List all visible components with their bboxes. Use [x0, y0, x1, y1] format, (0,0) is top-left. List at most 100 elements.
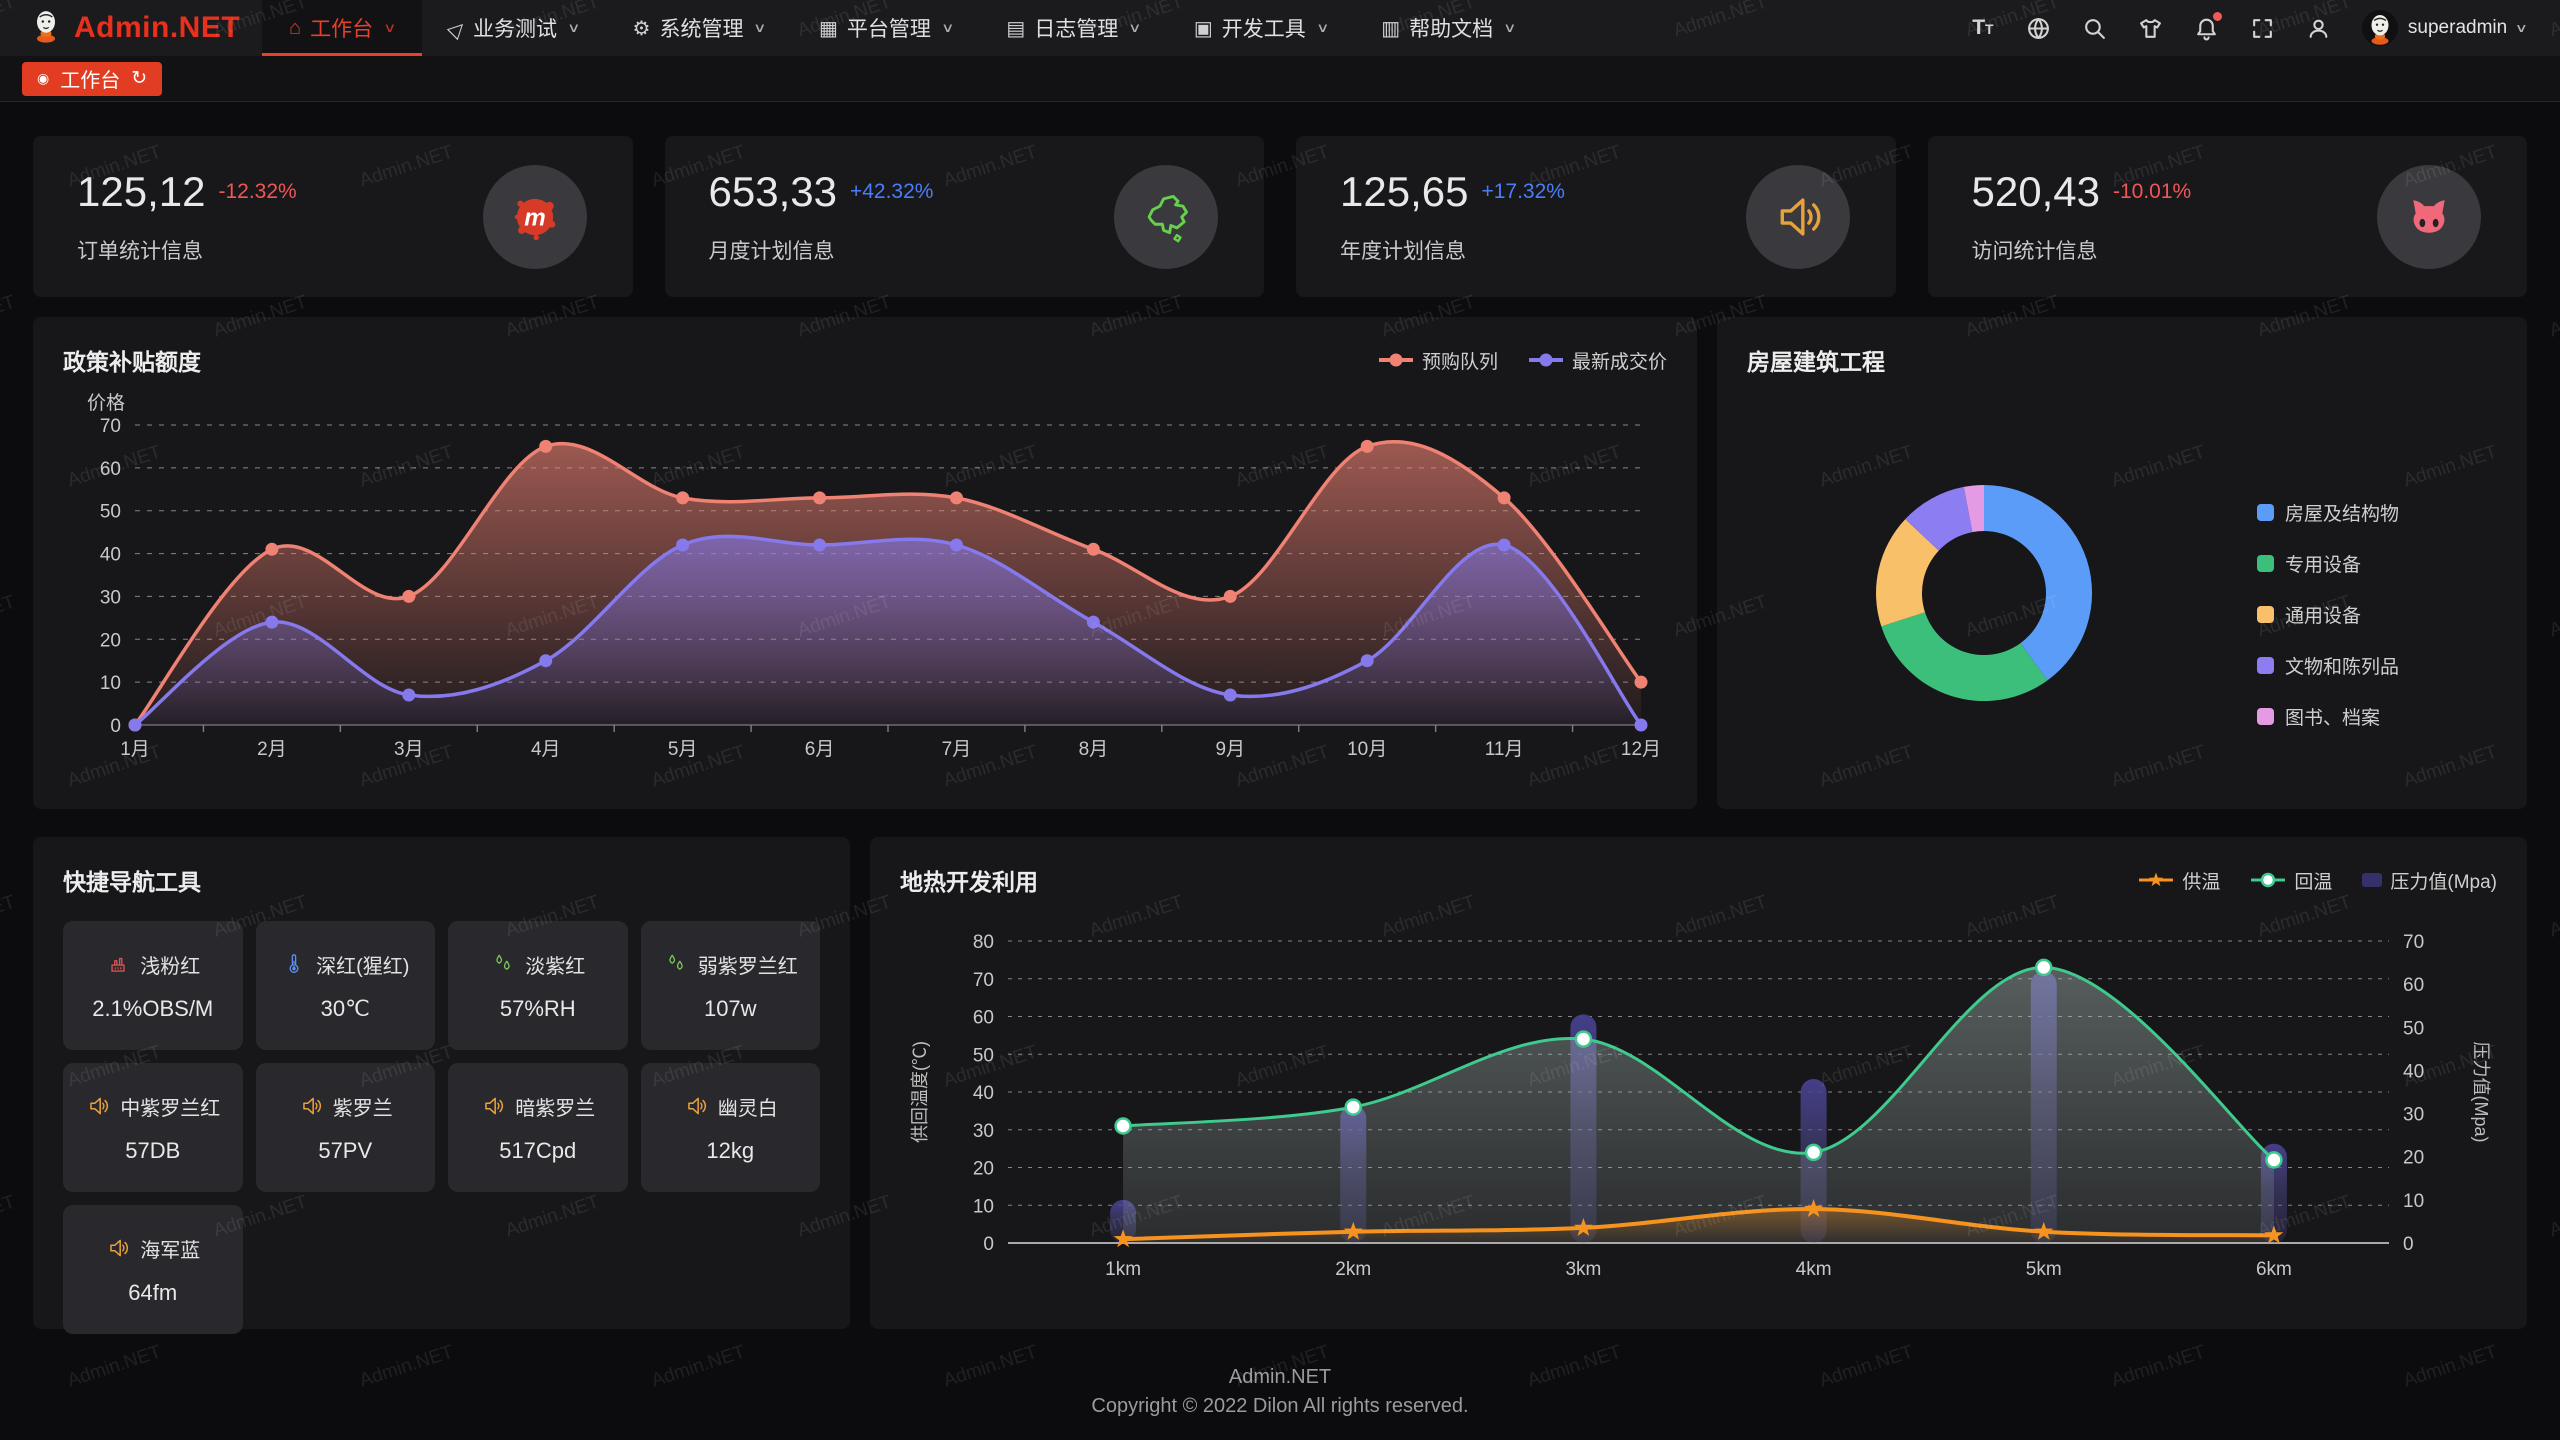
droplets-icon [663, 951, 689, 977]
quick-nav-label: 紫罗兰 [332, 1097, 393, 1120]
quick-nav-海军蓝[interactable]: 海军蓝 64fm [63, 1205, 243, 1334]
bottom-row: 快捷导航工具 浅粉红 2.1%OBS/M 深红(猩红) 30℃ 淡紫红 57%R… [33, 837, 2527, 1334]
search-icon[interactable] [2082, 15, 2108, 41]
legend-label: 通用设备 [2284, 606, 2361, 627]
quick-nav-紫罗兰[interactable]: 紫罗兰 57PV [255, 1063, 435, 1192]
svg-text:7月: 7月 [942, 739, 972, 760]
radio-dot-icon: ◉ [37, 70, 50, 86]
quick-nav-深红(猩红)[interactable]: 深红(猩红) 30℃ [255, 921, 435, 1050]
speaker-icon [1745, 164, 1850, 269]
svg-text:30: 30 [100, 587, 121, 608]
geothermal-chart[interactable]: 0 10 20 30 40 50 60 70 80 0 10 20 30 40 50 60 70 供回温度(℃) 压… [900, 901, 2497, 1297]
font-size-icon[interactable]: TT [1972, 16, 1994, 39]
tab-workbench[interactable]: ◉ 工作台 ↻ [22, 61, 163, 96]
quick-nav-浅粉红[interactable]: 浅粉红 2.1%OBS/M [63, 921, 243, 1050]
svg-text:70: 70 [2403, 932, 2424, 953]
pie-slice-专用设备[interactable] [1881, 612, 2048, 702]
svg-text:5km: 5km [2026, 1259, 2062, 1280]
nav-label: 业务测试 [473, 18, 557, 41]
svg-text:40: 40 [973, 1083, 994, 1104]
stat-value: 125,12 [77, 168, 206, 215]
quick-nav-label: 中紫罗兰红 [120, 1097, 221, 1120]
nav-item-开发工具[interactable]: ▣ 开发工具 ∨ [1167, 0, 1354, 56]
pie-slice-文物和陈列品[interactable] [1905, 486, 1973, 551]
fullscreen-icon[interactable] [2250, 15, 2276, 41]
stat-card: 125,65 +17.32% 年度计划信息 [1296, 136, 1896, 297]
legend-marker [2362, 873, 2383, 887]
quick-nav-label: 浅粉红 [140, 955, 201, 978]
furnace-icon [105, 951, 131, 977]
nav-item-工作台[interactable]: ⌂ 工作台 ∨ [262, 0, 422, 56]
legend-item-最新成交价[interactable]: 最新成交价 [1528, 347, 1667, 374]
panel-title: 政策补贴额度 [63, 349, 201, 375]
svg-text:20: 20 [2403, 1148, 2424, 1169]
legend-item-供温[interactable]: 供温 [2138, 867, 2220, 894]
app-logo[interactable]: Admin.NET [0, 0, 262, 56]
notification-icon[interactable] [2194, 12, 2222, 41]
legend-item-回温[interactable]: 回温 [2250, 867, 2332, 894]
legend-item-图书、档案[interactable]: 图书、档案 [2256, 703, 2399, 730]
svg-text:70: 70 [973, 970, 994, 991]
svg-text:0: 0 [2403, 1234, 2414, 1255]
stat-card: 125,12 -12.32% 订单统计信息 m [33, 136, 633, 297]
svg-text:0: 0 [983, 1234, 994, 1255]
nav-item-帮助文档[interactable]: ▥ 帮助文档 ∨ [1354, 0, 1541, 56]
legend-label: 文物和陈列品 [2284, 657, 2399, 678]
subsidy-area-chart[interactable]: 0 10 20 30 40 50 60 70 价格 1月 2月 3月 4月 5月 6月 7月 8月 9月 10月 11… [63, 381, 1667, 777]
thermometer-icon [281, 951, 307, 977]
mascot-logo-icon [28, 8, 64, 49]
quick-nav-label: 暗紫罗兰 [515, 1097, 596, 1120]
theme-icon[interactable] [2138, 15, 2164, 41]
main-content: 125,12 -12.32% 订单统计信息 m 653,33 +42.32% 月… [0, 136, 2560, 1431]
quick-nav-弱紫罗兰红[interactable]: 弱紫罗兰红 107w [640, 921, 820, 1050]
legend-item-房屋及结构物[interactable]: 房屋及结构物 [2256, 499, 2399, 526]
refresh-icon[interactable]: ↻ [131, 68, 148, 89]
stat-text: 125,65 +17.32% 年度计划信息 [1340, 168, 1565, 265]
pie-slice-房屋及结构物[interactable] [1984, 485, 2093, 681]
building-donut-chart[interactable] [1747, 381, 2497, 791]
legend-marker [2138, 872, 2174, 888]
profile-icon[interactable] [2306, 15, 2332, 41]
nav-item-平台管理[interactable]: ▦ 平台管理 ∨ [792, 0, 979, 56]
footer-copyright: Copyright © 2022 Dilon All rights reserv… [1091, 1395, 1469, 1417]
legend-marker [1528, 353, 1564, 367]
legend-item-预购队列[interactable]: 预购队列 [1378, 347, 1498, 374]
quick-nav-label: 淡紫红 [525, 955, 586, 978]
quick-nav-淡紫红[interactable]: 淡紫红 57%RH [448, 921, 628, 1050]
user-menu[interactable]: superadmin ∨ [2361, 10, 2528, 46]
svg-text:8月: 8月 [1079, 739, 1109, 760]
svg-text:6km: 6km [2256, 1259, 2292, 1280]
donut-legend: 房屋及结构物 专用设备 通用设备 文物和陈列品 图书、档案 [2256, 499, 2399, 730]
legend-item-压力值(Mpa)[interactable]: 压力值(Mpa) [2362, 867, 2497, 894]
quick-nav-value: 57PV [318, 1137, 373, 1163]
quick-nav-幽灵白[interactable]: 幽灵白 12kg [640, 1063, 820, 1192]
nav-item-系统管理[interactable]: ⚙ 系统管理 ∨ [606, 0, 792, 56]
nav-item-日志管理[interactable]: ▤ 日志管理 ∨ [979, 0, 1166, 56]
legend-item-专用设备[interactable]: 专用设备 [2256, 550, 2399, 577]
chevron-down-icon: ∨ [1315, 20, 1330, 35]
quick-nav-value: 12kg [706, 1137, 755, 1163]
quick-nav-panel: 快捷导航工具 浅粉红 2.1%OBS/M 深红(猩红) 30℃ 淡紫红 57%R… [33, 837, 850, 1334]
stat-value: 520,43 [1971, 168, 2100, 215]
legend-label: 房屋及结构物 [2284, 504, 2399, 525]
language-icon[interactable] [2026, 15, 2052, 41]
stat-value: 125,65 [1340, 168, 1469, 215]
legend-item-文物和陈列品[interactable]: 文物和陈列品 [2256, 652, 2399, 679]
svg-text:30: 30 [973, 1121, 994, 1142]
quick-nav-value: 64fm [128, 1279, 178, 1305]
nav-item-业务测试[interactable]: ▷ 业务测试 ∨ [422, 0, 606, 56]
notification-badge [2212, 12, 2222, 21]
svg-text:价格: 价格 [87, 392, 125, 414]
legend-marker [2256, 504, 2274, 521]
pie-slice-图书、档案[interactable] [1963, 485, 1984, 533]
svg-text:1月: 1月 [120, 739, 150, 760]
legend-item-通用设备[interactable]: 通用设备 [2256, 601, 2399, 628]
policy-subsidy-panel: 政策补贴额度 预购队列 最新成交价 0 10 20 30 40 50 60 70 价格 1月 2月 3… [33, 317, 1697, 809]
quick-nav-暗紫罗兰[interactable]: 暗紫罗兰 517Cpd [448, 1063, 628, 1192]
quick-nav-中紫罗兰红[interactable]: 中紫罗兰红 57DB [63, 1063, 243, 1192]
header: Admin.NET ⌂ 工作台 ∨ ▷ 业务测试 ∨ ⚙ 系统管理 ∨ ▦ 平台管理 … [0, 0, 2560, 56]
panel-title: 房屋建筑工程 [1747, 349, 1885, 375]
pie-slice-通用设备[interactable] [1876, 519, 1939, 627]
panel-title: 快捷导航工具 [63, 869, 201, 895]
speaker-icon [683, 1093, 709, 1119]
